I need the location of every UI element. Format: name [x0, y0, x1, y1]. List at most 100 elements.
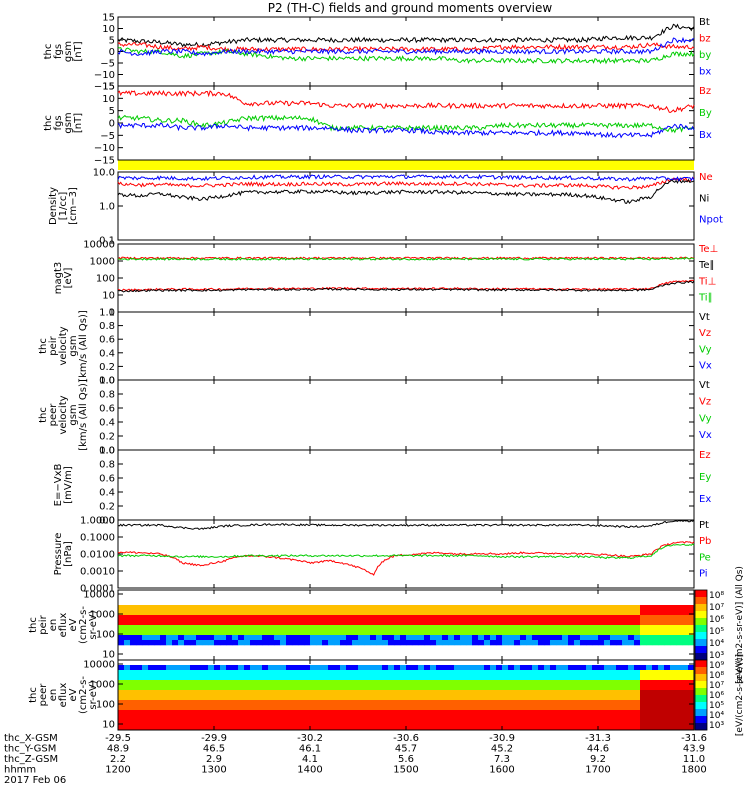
heatmap-cell	[280, 640, 287, 646]
heatmap-cell	[646, 620, 653, 626]
heatmap-cell	[274, 695, 281, 701]
heatmap-cell	[496, 630, 503, 636]
heatmap-cell	[208, 690, 215, 696]
ephemeris-value: 1200	[105, 765, 130, 776]
heatmap-cell	[526, 625, 533, 631]
heatmap-cell	[628, 620, 635, 626]
y-tick-label: 1.0000	[80, 516, 115, 527]
heatmap-cell	[670, 715, 677, 721]
heatmap-cell	[682, 635, 689, 641]
heatmap-cell	[154, 615, 161, 621]
heatmap-cell	[298, 700, 305, 706]
y-tick-label: 0.6	[99, 335, 115, 346]
heatmap-cell	[262, 665, 269, 671]
heatmap-cell	[382, 625, 389, 631]
ephemeris-value: 48.9	[107, 744, 129, 755]
heatmap-cell	[460, 710, 467, 716]
heatmap-cell	[148, 700, 155, 706]
heatmap-cell	[172, 620, 179, 626]
heatmap-cell	[340, 720, 347, 726]
heatmap-cell	[658, 670, 665, 676]
heatmap-cell	[388, 635, 395, 641]
heatmap-cell	[214, 615, 221, 621]
heatmap-cell	[184, 635, 191, 641]
heatmap-cell	[490, 700, 497, 706]
heatmap-cell	[544, 670, 551, 676]
heatmap-cell	[670, 725, 677, 731]
heatmap-cell	[646, 710, 653, 716]
heatmap-cell	[496, 605, 503, 611]
heatmap-cell	[592, 605, 599, 611]
heatmap-cell	[274, 710, 281, 716]
y-tick-label: 5	[109, 36, 115, 47]
heatmap-cell	[316, 685, 323, 691]
heatmap-cell	[568, 700, 575, 706]
heatmap-cell	[664, 640, 671, 646]
heatmap-cell	[412, 680, 419, 686]
heatmap-cell	[490, 620, 497, 626]
heatmap-cell	[664, 610, 671, 616]
heatmap-cell	[472, 710, 479, 716]
heatmap-cell	[124, 625, 131, 631]
heatmap-cell	[154, 620, 161, 626]
heatmap-cell	[406, 620, 413, 626]
heatmap-cell	[478, 680, 485, 686]
ephemeris-value: 4.1	[302, 754, 318, 765]
heatmap-cell	[316, 625, 323, 631]
heatmap-cell	[502, 625, 509, 631]
colorbar-step	[695, 590, 707, 598]
heatmap-cell	[394, 670, 401, 676]
heatmap-cell	[460, 615, 467, 621]
heatmap-cell	[340, 625, 347, 631]
heatmap-cell	[526, 610, 533, 616]
heatmap-cell	[208, 615, 215, 621]
heatmap-cell	[232, 620, 239, 626]
heatmap-cell	[496, 680, 503, 686]
heatmap-cell	[160, 625, 167, 631]
heatmap-cell	[634, 700, 641, 706]
heatmap-cell	[430, 620, 437, 626]
heatmap-cell	[334, 690, 341, 696]
heatmap-cell	[244, 695, 251, 701]
heatmap-cell	[382, 690, 389, 696]
heatmap-cell	[298, 625, 305, 631]
heatmap-cell	[394, 715, 401, 721]
heatmap-cell	[598, 635, 605, 641]
heatmap-cell	[292, 690, 299, 696]
heatmap-cell	[190, 665, 197, 671]
heatmap-cell	[508, 720, 515, 726]
heatmap-cell	[358, 715, 365, 721]
heatmap-cell	[244, 620, 251, 626]
heatmap-cell	[256, 700, 263, 706]
heatmap-cell	[286, 630, 293, 636]
heatmap-cell	[250, 690, 257, 696]
heatmap-cell	[274, 640, 281, 646]
heatmap-cell	[682, 670, 689, 676]
heatmap-cell	[580, 710, 587, 716]
heatmap-cell	[316, 720, 323, 726]
heatmap-cell	[388, 670, 395, 676]
heatmap-cell	[544, 635, 551, 641]
heatmap-cell	[436, 680, 443, 686]
heatmap-cell	[322, 705, 329, 711]
heatmap-cell	[466, 725, 473, 731]
heatmap-cell	[418, 665, 425, 671]
heatmap-cell	[148, 605, 155, 611]
heatmap-cell	[676, 710, 683, 716]
heatmap-cell	[172, 695, 179, 701]
heatmap-cell	[490, 725, 497, 731]
heatmap-cell	[418, 640, 425, 646]
heatmap-cell	[268, 705, 275, 711]
heatmap-cell	[412, 685, 419, 691]
heatmap-cell	[322, 695, 329, 701]
heatmap-cell	[256, 685, 263, 691]
heatmap-cell	[394, 605, 401, 611]
heatmap-cell	[334, 610, 341, 616]
heatmap-cell	[310, 685, 317, 691]
ephemeris-value: 11.0	[683, 754, 705, 765]
heatmap-cell	[604, 690, 611, 696]
heatmap-cell	[394, 610, 401, 616]
heatmap-cell	[220, 670, 227, 676]
heatmap-cell	[664, 620, 671, 626]
heatmap-cell	[544, 695, 551, 701]
